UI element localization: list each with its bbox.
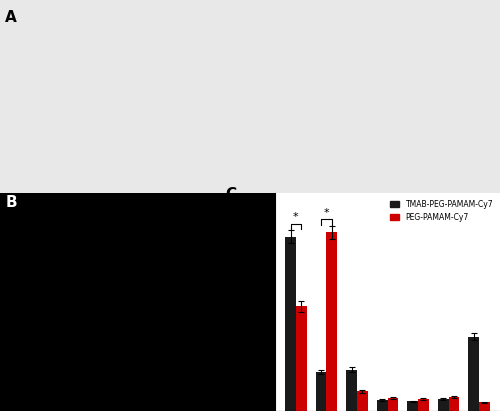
Bar — [296, 307, 306, 411]
Y-axis label: Mean fluorescence intensity: Mean fluorescence intensity — [219, 238, 228, 366]
Text: C: C — [226, 187, 236, 202]
Bar — [357, 391, 368, 411]
Bar — [448, 397, 459, 411]
Text: B: B — [6, 195, 17, 210]
Bar — [468, 337, 479, 411]
Bar — [388, 398, 398, 411]
Bar — [479, 402, 490, 411]
Bar — [316, 372, 326, 411]
Text: *: * — [324, 208, 330, 218]
Bar — [377, 400, 388, 411]
Bar — [326, 232, 337, 411]
Bar — [346, 369, 357, 411]
Legend: TMAB-PEG-PAMAM-Cy7, PEG-PAMAM-Cy7: TMAB-PEG-PAMAM-Cy7, PEG-PAMAM-Cy7 — [387, 197, 496, 225]
Bar — [408, 402, 418, 411]
Text: A: A — [5, 9, 17, 25]
Text: *: * — [293, 212, 298, 222]
Bar — [438, 399, 448, 411]
Bar — [418, 399, 428, 411]
Bar — [285, 237, 296, 411]
